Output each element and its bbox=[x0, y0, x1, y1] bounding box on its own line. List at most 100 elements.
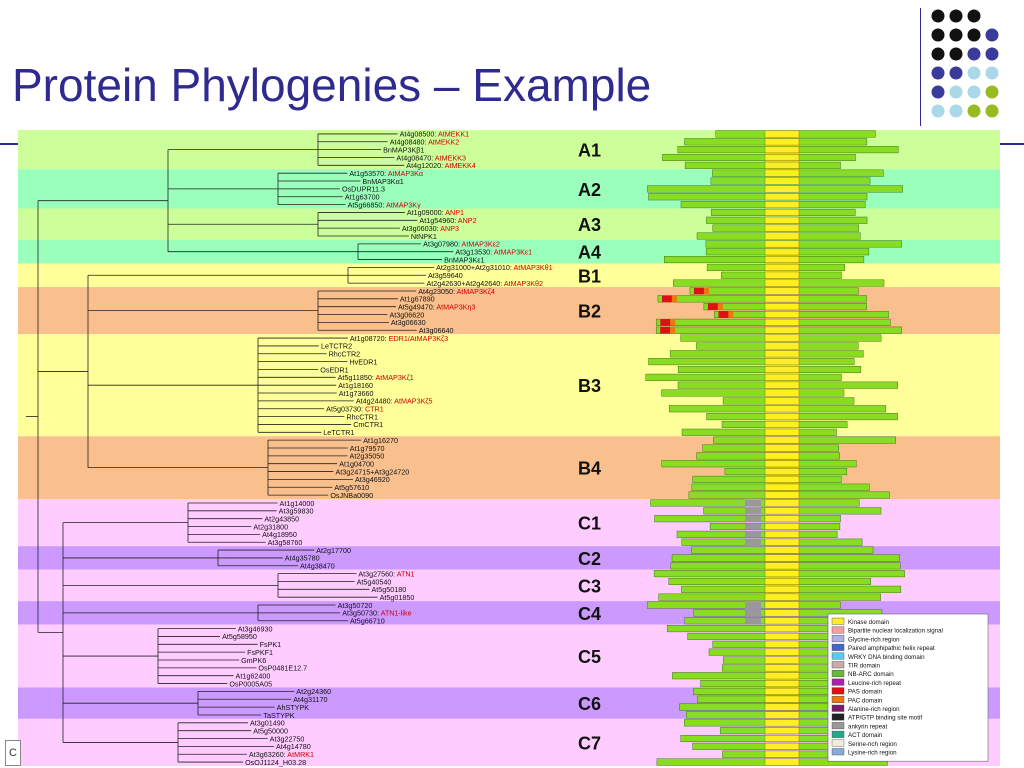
leaf-alias: AtMEKK4 bbox=[445, 161, 476, 170]
leaf-label: At5g03730: CTR1 bbox=[326, 405, 384, 414]
leaf-id: At3g22750 bbox=[270, 734, 305, 743]
leaf-alias: AtMAP3Kη3 bbox=[436, 302, 475, 311]
leaf-label: At3g06620 bbox=[389, 310, 424, 319]
leaf-id: At5g66710 bbox=[350, 617, 385, 626]
leaf-id: OsDUPR11.3 bbox=[342, 185, 385, 194]
leaf-label: At2g31000+At2g31010: AtMAP3Kθ1 bbox=[436, 263, 553, 272]
leaf-id: At4g14780 bbox=[276, 742, 311, 751]
leaf-label: AhSTYPK bbox=[277, 703, 310, 712]
leaf-label: At5g58950 bbox=[222, 632, 257, 641]
leaf-label: At5g57610 bbox=[334, 483, 369, 492]
leaf-id: At3g50720 bbox=[338, 601, 373, 610]
leaf-label: At4g31170 bbox=[293, 695, 327, 704]
kinase-domain bbox=[764, 358, 800, 366]
legend-swatch bbox=[831, 687, 845, 695]
leaf-id: At3g06630 bbox=[391, 318, 426, 327]
ankyrin-repeat bbox=[745, 523, 761, 530]
leaf-id: At4g38470 bbox=[300, 562, 335, 571]
leaf-label: FsPKF1 bbox=[247, 648, 273, 657]
leaf-label: At4g24480: AtMAP3Kζ5 bbox=[356, 397, 433, 406]
protein-bar bbox=[662, 153, 856, 161]
leaf-id: HvEDR1 bbox=[349, 357, 377, 366]
kinase-domain bbox=[764, 248, 800, 256]
leaf-label: At4g35780 bbox=[285, 554, 320, 563]
protein-bar bbox=[646, 601, 841, 609]
legend-label: Leucine-rich repeat bbox=[848, 680, 901, 687]
leaf-id: At1g73660 bbox=[339, 389, 374, 398]
leaf-id: At2g31000+At2g31010: bbox=[436, 263, 513, 272]
title-rule-right bbox=[1000, 143, 1024, 145]
leaf-id: FsPK1 bbox=[260, 640, 282, 649]
ankyrin-repeat bbox=[745, 531, 761, 538]
leaf-id: BnMAP3Kβ1 bbox=[383, 145, 424, 154]
leaf-label: At1g54960: ANP2 bbox=[419, 216, 476, 225]
kinase-domain bbox=[764, 287, 800, 295]
leaf-id: At1g04700 bbox=[339, 460, 374, 469]
leaf-label: RhcCTR1 bbox=[346, 412, 378, 421]
leaf-label: At2g17700 bbox=[316, 546, 351, 555]
protein-bar bbox=[657, 295, 867, 303]
pac-domain bbox=[703, 287, 709, 295]
leaf-id: OsEDR1 bbox=[320, 365, 348, 374]
decorative-dot bbox=[931, 28, 945, 42]
kinase-domain bbox=[764, 397, 800, 405]
kinase-domain bbox=[764, 664, 800, 672]
legend-label: Glycine-rich region bbox=[848, 636, 900, 643]
kinase-domain bbox=[764, 507, 800, 515]
legend-swatch bbox=[831, 739, 845, 747]
leaf-label: At3g13530: AtMAP3Kε1 bbox=[455, 248, 532, 257]
decorative-dot bbox=[985, 66, 999, 80]
legend-label: ACT domain bbox=[848, 732, 883, 739]
legend-swatch bbox=[831, 670, 845, 677]
kinase-domain bbox=[764, 483, 800, 491]
protein-bar bbox=[706, 413, 898, 421]
leaf-label: OsP0005A05 bbox=[229, 679, 272, 688]
leaf-label: At3g27560: ATN1 bbox=[358, 569, 414, 578]
kinase-domain bbox=[764, 232, 800, 240]
leaf-id: At5g50000 bbox=[253, 726, 288, 735]
leaf-id: At3g63260: bbox=[249, 750, 287, 759]
legend-swatch bbox=[831, 696, 845, 703]
kinase-domain bbox=[764, 475, 800, 483]
legend-swatch bbox=[831, 748, 845, 756]
group-label-a2: A2 bbox=[578, 180, 601, 200]
kinase-domain bbox=[764, 295, 800, 303]
leaf-label: At1g73660 bbox=[339, 389, 374, 398]
group-label-b1: B1 bbox=[578, 266, 601, 286]
leaf-label: TaSTYPK bbox=[263, 711, 294, 720]
leaf-id: At5g03730: bbox=[326, 405, 365, 414]
kinase-domain bbox=[764, 303, 800, 311]
legend-label: Alanine-rich region bbox=[848, 706, 900, 713]
kinase-domain bbox=[764, 405, 800, 413]
leaf-id: At1g14000 bbox=[280, 499, 315, 508]
kinase-domain bbox=[764, 389, 800, 397]
leaf-label: At4g12020: AtMEKK4 bbox=[406, 161, 476, 170]
kinase-domain bbox=[764, 146, 800, 154]
leaf-id: At2g31800 bbox=[253, 522, 288, 531]
leaf-id: At1g18160 bbox=[338, 381, 373, 390]
kinase-domain bbox=[764, 538, 800, 546]
leaf-label: At1g53570: AtMAP3Kα bbox=[349, 169, 423, 178]
leaf-id: At4g08500: bbox=[400, 130, 438, 139]
leaf-label: At3g59640 bbox=[428, 271, 463, 280]
leaf-label: At1g18160 bbox=[338, 381, 373, 390]
legend-label: Paired amphipathic helix repeat bbox=[848, 645, 935, 652]
leaf-id: At3g59830 bbox=[279, 507, 314, 516]
domain-architectures bbox=[645, 130, 905, 766]
leaf-id: At1g79570 bbox=[350, 444, 385, 453]
leaf-label: OsEDR1 bbox=[320, 365, 348, 374]
kinase-domain bbox=[764, 256, 800, 264]
leaf-id: At5g66850: bbox=[348, 200, 386, 209]
leaf-label: At1g62400 bbox=[236, 672, 271, 681]
leaf-alias: AtMAP3Kζ1 bbox=[375, 373, 413, 382]
pac-domain bbox=[671, 295, 677, 303]
group-label-b4: B4 bbox=[578, 459, 601, 479]
kinase-domain bbox=[764, 311, 800, 319]
legend-swatch bbox=[831, 704, 845, 712]
legend-label: TIR domain bbox=[848, 663, 881, 670]
ankyrin-repeat bbox=[745, 515, 761, 522]
tree-branches bbox=[26, 133, 454, 763]
kinase-domain bbox=[764, 326, 800, 334]
leaf-label: BnMAP3Kβ1 bbox=[383, 145, 424, 154]
kinase-domain bbox=[764, 240, 800, 248]
